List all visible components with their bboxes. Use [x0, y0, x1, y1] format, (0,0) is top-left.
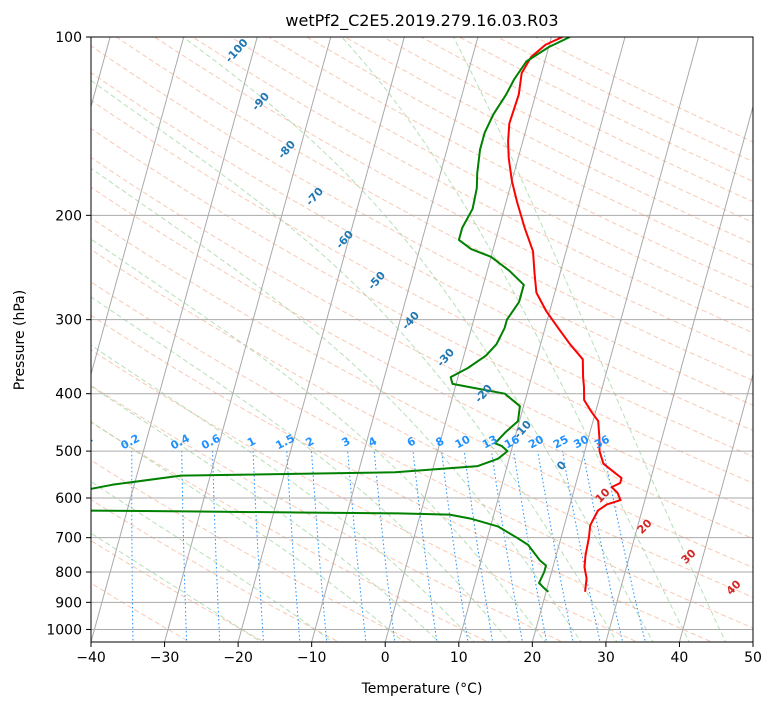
mixing-ratio-line	[603, 451, 646, 642]
dry-adiabat-line	[91, 421, 490, 642]
y-tick-label: 500	[55, 444, 82, 460]
isotherm-line	[531, 37, 700, 642]
plot-frame	[90, 36, 754, 643]
plot-area: -100-90-80-70-60-50-40-30-20-10010203040…	[72, 37, 753, 642]
mixing-ratio-label: 10	[453, 433, 473, 452]
moist-adiabat-line	[341, 37, 690, 642]
moist-adiabat-line	[91, 296, 511, 642]
isotherm-line	[237, 37, 405, 642]
dry-adiabat-line	[91, 99, 753, 458]
x-tick-label: −20	[223, 650, 253, 666]
x-tick-label: −30	[150, 650, 180, 666]
y-tick-label: 200	[55, 208, 82, 224]
mixing-ratio-line	[582, 451, 624, 642]
x-tick-label: −10	[297, 650, 327, 666]
x-tick-label: −40	[76, 650, 106, 666]
y-tick-label: 300	[55, 313, 82, 329]
mixing-ratio-label: 16	[502, 433, 522, 452]
chart-title: wetPf2_C2E5.2019.279.16.03.R03	[285, 11, 558, 31]
y-tick-label: 800	[55, 565, 82, 581]
temperature-profile-line	[507, 37, 623, 592]
x-axis-label: Temperature (°C)	[361, 681, 483, 697]
mixing-ratio-line	[513, 451, 548, 642]
mixing-ratio-line	[181, 451, 188, 642]
y-tick-label: 100	[55, 30, 82, 46]
mixing-ratio-label: 13	[480, 433, 500, 452]
dry-adiabat-line	[91, 45, 753, 406]
mixing-ratio-line	[212, 451, 221, 642]
moist-adiabat-line	[91, 385, 440, 642]
axis-ticks: −40 −30 −20 −10 0 10 20 30 40 50 100 200 300 400 500 60…	[46, 30, 762, 666]
dewpoint-profile-line	[91, 37, 571, 593]
mixing-ratio-label: 25	[551, 433, 571, 452]
isotherm-line	[678, 372, 753, 642]
isotherm-line	[91, 37, 185, 377]
isotherm-line	[384, 37, 552, 642]
x-tick-label: 40	[671, 650, 689, 666]
moist-adiabat-line	[182, 37, 654, 642]
x-tick-label: 30	[597, 650, 615, 666]
y-tick-label: 400	[55, 387, 82, 403]
dry-adiabat-line	[91, 248, 753, 598]
mixing-ratio-line	[537, 451, 574, 642]
isotherm-line	[91, 37, 258, 642]
dry-adiabat-line	[91, 217, 753, 569]
dry-adiabat-line	[91, 156, 753, 512]
dry-adiabat-line	[268, 37, 753, 288]
x-tick-label: 0	[381, 650, 390, 666]
isotherm-line	[458, 37, 626, 642]
mixing-ratio-label: 0.1	[72, 432, 95, 453]
isotherm-line	[605, 104, 753, 642]
y-tick-label: 600	[55, 491, 82, 507]
y-tick-label: 700	[55, 531, 82, 547]
mixing-ratio-line	[463, 451, 494, 642]
dry-adiabat-line	[91, 127, 753, 484]
mixing-ratio-label: 36	[592, 433, 612, 452]
x-tick-label: 20	[523, 650, 541, 666]
y-axis-label: Pressure (hPa)	[12, 290, 28, 390]
mixing-ratio-label: 30	[571, 433, 591, 452]
moist-adiabat-line	[452, 37, 727, 642]
y-tick-label: 1000	[46, 622, 82, 638]
mixing-ratio-label: 20	[526, 433, 546, 452]
isotherm-line	[164, 37, 332, 642]
mixing-ratio-line	[491, 451, 524, 642]
y-tick-label: 900	[55, 595, 82, 611]
dry-adiabat-line	[91, 72, 753, 432]
isotherm-line	[311, 37, 479, 642]
x-tick-label: 50	[744, 650, 762, 666]
dry-adiabat-line	[91, 349, 639, 642]
x-tick-label: 10	[450, 650, 468, 666]
